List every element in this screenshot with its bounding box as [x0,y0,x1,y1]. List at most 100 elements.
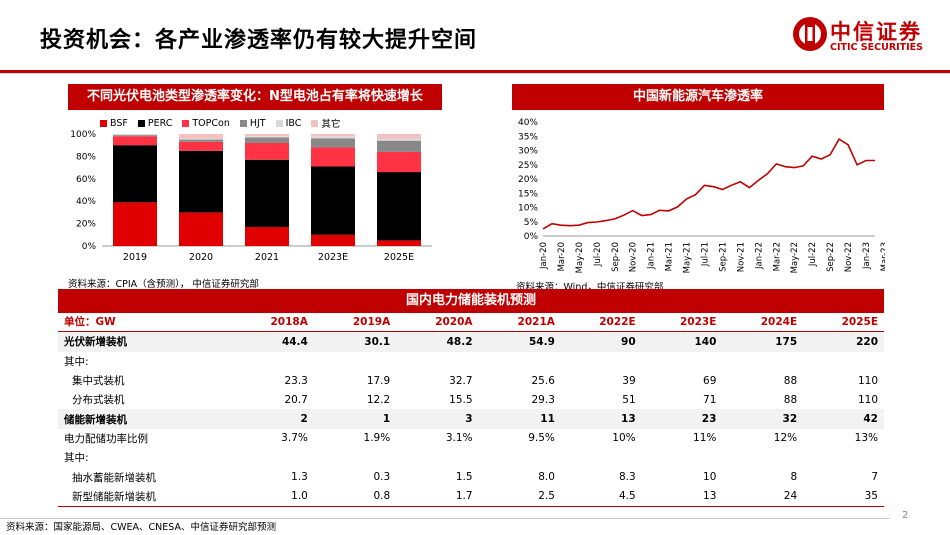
bar-segment-HJT [113,135,157,137]
table-cell: 1.7 [396,486,479,507]
table-cell [803,448,884,467]
bar-segment-PERC [311,166,355,235]
table-cell: 110 [857,374,878,387]
table-cell: 23 [701,413,717,426]
table-cell: 2.5 [478,486,561,507]
row-label: 其中: [64,355,89,368]
y-tick-label: 100% [70,130,96,140]
x-tick-label: Nov-21 [736,242,746,272]
x-tick-label: Nov-22 [844,242,854,272]
table-cell: 10 [703,471,717,484]
bar-segment-TOPCon [311,147,355,167]
table-cell: 110 [857,393,878,406]
table-cell: 25.6 [531,374,555,387]
bar-segment-其它 [377,134,421,139]
bar-segment-PERC [377,172,421,241]
table-unit-header: 单位：GW [58,312,232,333]
legend-label: BSF [110,117,128,129]
bar-segment-TOPCon [179,141,223,151]
table-year-header: 2018A [231,312,314,333]
stacked-bar-chart: 0% 20% 40% 60% 80% 100% 2019 2020 2021 2023E 2025E [70,130,432,263]
table-cell: 29.3 [531,393,555,406]
page-number: 2 [902,510,909,521]
table-cell: 30.1 [364,335,391,348]
x-tick-label: Jan-23 [862,242,872,270]
legend-label: TOPCon [192,117,230,129]
table-row: 集中式装机 23.3 17.9 32.7 25.6 39 69 88 110 [58,371,884,390]
y-tick-label: 0% [524,232,539,242]
x-tick-label: 2020 [189,252,213,263]
table-cell: 4.5 [560,486,642,507]
table-cell: 54.9 [528,335,555,348]
table-cell: 44.4 [281,335,308,348]
table-cell: 8.3 [618,471,636,484]
table-cell: 32.7 [449,374,473,387]
y-tick-label: 15% [518,189,538,199]
table-cell [396,448,478,467]
row-label: 分布式装机 [72,394,125,407]
storage-forecast-table: 单位：GW 2018A 2019A 2020A 2021A 2022E 2023E 2024E… [58,312,884,507]
page-title: 投资机会：各产业渗透率仍有较大提升空间 [40,28,478,53]
table-year-header: 2022E [560,312,642,333]
x-tick-label: Jul-20 [593,242,603,267]
row-label: 集中式装机 [72,375,125,388]
table-cell: 8 [790,471,798,484]
table-cell: 7 [871,471,878,484]
table-cell: 175 [775,335,798,348]
table-cell [561,448,642,467]
y-tick-label: 5% [524,218,539,228]
table-cell: 39 [622,374,636,387]
bar-segment-PERC [179,150,223,213]
table-cell: 8.0 [538,471,555,484]
legend-item: 其它 [311,116,340,130]
table-cell: 220 [856,335,878,348]
table-cell: 20.7 [284,393,308,406]
bar-segment-TOPCon [245,142,289,160]
left-panel-title: 不同光伏电池类型渗透率变化：N型电池占有率将快速增长 [68,84,442,110]
table-row: 电力配储功率比例 3.7% 1.9% 3.1% 9.5% 10% 11% 12% 13% [58,429,884,448]
table-cell: 90 [621,335,636,348]
y-tick-label: 20% [76,220,96,230]
table-cell: 88 [783,374,798,387]
table-header-row: 单位：GW 2018A 2019A 2020A 2021A 2022E 2023E 2024E… [58,312,884,333]
table-cell: 1 [382,413,391,426]
bar-segment-IBC [179,138,223,140]
legend-label: IBC [285,117,302,129]
x-tick-label: May-21 [683,242,693,273]
table-year-header: 2020A [396,312,479,333]
table-cell: 1.3 [291,471,308,484]
x-tick-label: Jan-22 [754,242,764,270]
bar-segment-IBC [311,136,355,139]
x-tick-label: Mar-23 [880,242,885,271]
table-cell: 1.9% [363,432,391,445]
table-cell [479,448,561,467]
table-panel-title: 国内电力储能装机预测 [58,289,884,313]
table-cell: 71 [703,393,717,406]
table-year-header: 2023E [641,312,723,333]
table-row: 分布式装机 20.7 12.2 15.5 29.3 51 71 88 110 [58,390,884,409]
table-cell: 15.5 [449,393,473,406]
row-label: 新型储能新增装机 [58,486,232,507]
row-label: 电力配储功率比例 [64,432,148,445]
bar-segment-IBC [113,134,157,136]
x-tick-label: Sep-20 [611,242,621,272]
bar-segment-TOPCon [113,136,157,146]
table-cell: 12% [773,432,798,445]
bar-segment-HJT [377,140,421,152]
bar-segment-HJT [179,139,223,142]
x-tick-label: 2023E [318,252,348,263]
bar-segment-HJT [311,138,355,148]
legend-swatch [275,119,283,127]
y-tick-label: 10% [518,204,538,214]
table-row: 储能新增装机 2 1 3 11 13 23 32 42 [58,409,884,429]
x-tick-label: Sep-22 [826,242,836,272]
bar-segment-BSF [245,226,289,246]
table-cell: 32 [782,413,798,426]
right-panel-source: 资料来源：Wind，中信证券研究部 [516,282,664,293]
table-cell [642,448,723,467]
x-tick-label: Nov-20 [629,242,639,272]
table-cell: 0.8 [313,486,397,507]
table-year-header: 2024E [722,312,804,333]
table-cell: 13 [641,486,723,507]
bar-segment-BSF [113,202,157,246]
